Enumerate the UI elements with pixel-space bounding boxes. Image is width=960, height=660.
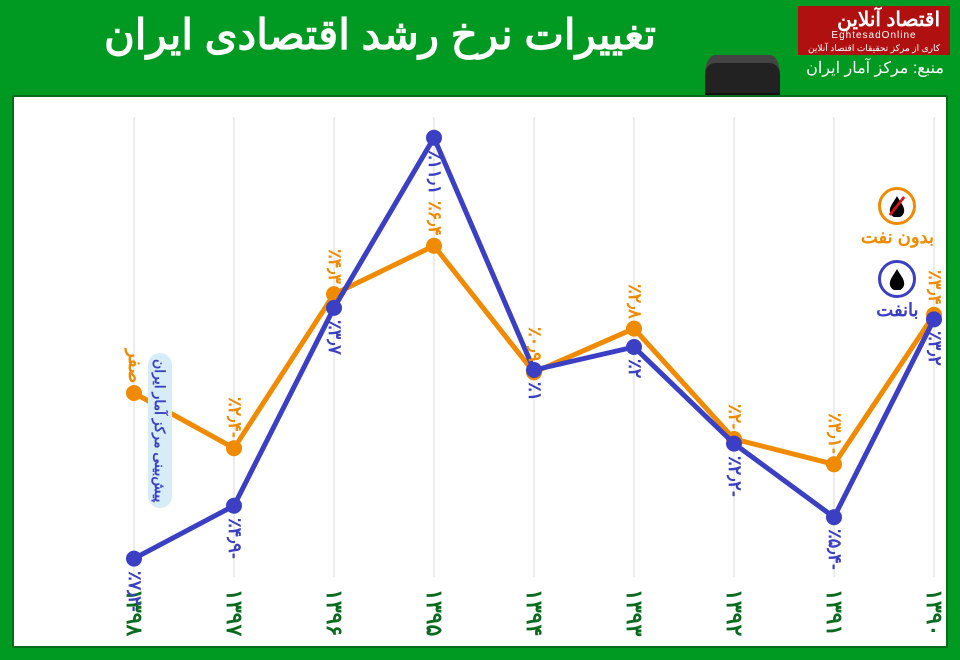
data-label-with_oil: ٪۲ xyxy=(624,359,646,378)
page-root: اقتصاد آنلاین EghtesadOnline کاری از مرک… xyxy=(0,0,960,660)
x-axis-year: ۱۳۹۲ xyxy=(721,589,747,636)
data-label-without_oil: ٪۰٫۹ xyxy=(524,327,546,362)
x-axis-year: ۱۳۹۷ xyxy=(221,589,247,636)
legend-icon-with-oil xyxy=(878,260,916,298)
chart-plot-area: بدون نفت بانفت ۱۳۹۰ ۱۳۹۱ ۱۳۹۲ ۱۳۹۳ ۱۳۹۴ ۱۳۹۵ ۱… xyxy=(14,97,946,646)
legend-item-without-oil: بدون نفت xyxy=(861,187,934,248)
data-label-with_oil: ٪۳٫۲ xyxy=(924,331,946,366)
data-label-with_oil: ٪۳٫۷ xyxy=(324,320,346,355)
data-label-without_oil: ٪۲٫۸ xyxy=(624,284,646,319)
data-label-without_oil: صفر xyxy=(124,349,146,383)
data-label-with_oil: -٪۴٫۹ xyxy=(224,518,246,559)
logo-subtext: کاری از مرکز تحقیقات اقتصاد آنلاین xyxy=(808,44,940,53)
legend-label-without-oil: بدون نفت xyxy=(861,227,934,248)
data-label-without_oil: -٪۳٫۱ xyxy=(824,413,846,454)
data-label-without_oil: -٪۲ xyxy=(724,404,746,429)
forecast-label: پیش‌بینی مرکز آمار ایران xyxy=(148,353,172,508)
x-axis-year: ۱۳۹۳ xyxy=(621,589,647,636)
legend-icon-without-oil xyxy=(878,187,916,225)
chart-panel: بدون نفت بانفت ۱۳۹۰ ۱۳۹۱ ۱۳۹۲ ۱۳۹۳ ۱۳۹۴ ۱۳۹۵ ۱… xyxy=(12,95,948,648)
data-label-with_oil: -٪۷٫۲ xyxy=(124,571,146,612)
data-label-without_oil: ٪۳٫۴ xyxy=(924,270,946,305)
data-label-without_oil: ٪۴٫۳ xyxy=(324,249,346,284)
data-label-without_oil: ٪۶٫۴ xyxy=(424,201,446,236)
data-label-with_oil: -٪۲٫۲ xyxy=(724,456,746,497)
logo-text-en: EghtesadOnline xyxy=(808,31,940,42)
data-label-with_oil: ٪۱۱٫۱ xyxy=(424,150,446,195)
x-axis-year: ۱۳۹۶ xyxy=(321,589,347,636)
data-label-with_oil: ٪۱ xyxy=(524,382,546,401)
x-axis-year: ۱۳۹۰ xyxy=(921,589,947,636)
brand-logo: اقتصاد آنلاین EghtesadOnline کاری از مرک… xyxy=(798,6,950,55)
page-title: تغییرات نرخ رشد اقتصادی ایران xyxy=(30,10,730,59)
data-label-without_oil: -٪۲٫۴ xyxy=(224,397,246,438)
source-label: منبع: مرکز آمار ایران xyxy=(806,58,944,78)
legend: بدون نفت بانفت xyxy=(861,187,934,333)
x-axis-year: ۱۳۹۴ xyxy=(521,589,547,636)
x-axis-year: ۱۳۹۵ xyxy=(421,589,447,636)
x-axis-year: ۱۳۹۱ xyxy=(821,589,847,636)
header: اقتصاد آنلاین EghtesadOnline کاری از مرک… xyxy=(0,0,960,70)
logo-text-fa: اقتصاد آنلاین xyxy=(808,10,940,31)
data-label-with_oil: -٪۵٫۴ xyxy=(824,529,846,570)
